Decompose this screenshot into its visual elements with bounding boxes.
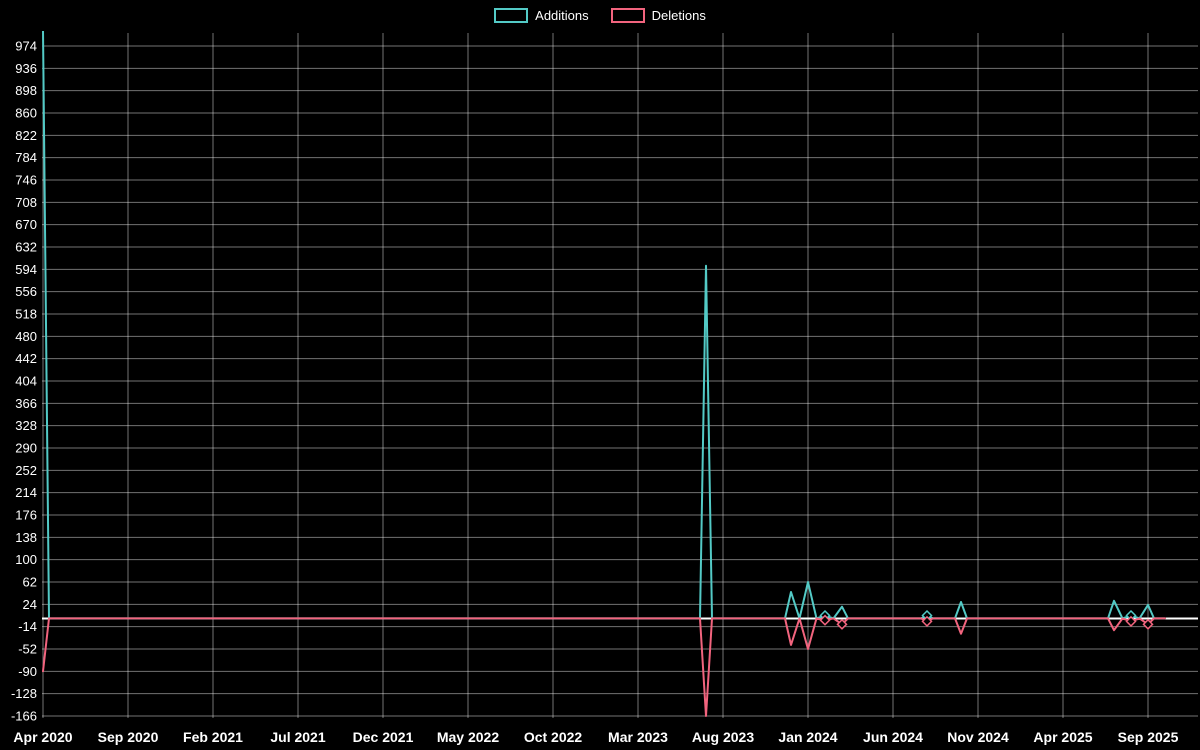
legend-item-additions[interactable]: Additions xyxy=(494,8,589,23)
y-tick-label: 708 xyxy=(15,195,37,210)
x-tick-label: Nov 2024 xyxy=(947,729,1009,745)
y-tick-label: 898 xyxy=(15,83,37,98)
y-tick-label: 594 xyxy=(15,262,37,277)
y-tick-label: 442 xyxy=(15,351,37,366)
legend-label-deletions: Deletions xyxy=(651,8,706,23)
x-tick-label: Feb 2021 xyxy=(183,729,243,745)
x-tick-label: Dec 2021 xyxy=(353,729,414,745)
y-tick-label: 366 xyxy=(15,396,37,411)
y-tick-label: 252 xyxy=(15,463,37,478)
y-tick-label: 936 xyxy=(15,61,37,76)
y-tick-label: 138 xyxy=(15,530,37,545)
x-tick-label: Jun 2024 xyxy=(863,729,923,745)
x-tick-label: Apr 2020 xyxy=(13,729,72,745)
legend-label-additions: Additions xyxy=(535,8,589,23)
y-tick-label: 860 xyxy=(15,106,37,121)
y-tick-label: -52 xyxy=(18,642,37,657)
y-tick-label: 822 xyxy=(15,128,37,143)
y-tick-label: 290 xyxy=(15,441,37,456)
y-tick-label: 328 xyxy=(15,418,37,433)
y-tick-label: 62 xyxy=(23,575,37,590)
deletions-swatch-icon xyxy=(610,8,645,23)
deletions-point-marker[interactable] xyxy=(1125,615,1137,627)
y-tick-label: 784 xyxy=(15,150,37,165)
x-tick-label: May 2022 xyxy=(437,729,499,745)
y-tick-label: 670 xyxy=(15,217,37,232)
legend-item-deletions[interactable]: Deletions xyxy=(610,8,706,23)
deletions-point-marker[interactable] xyxy=(1142,618,1154,630)
y-tick-label: 632 xyxy=(15,240,37,255)
y-tick-label: 404 xyxy=(15,374,37,389)
y-tick-label: 556 xyxy=(15,284,37,299)
y-tick-label: -90 xyxy=(18,664,37,679)
y-tick-label: 974 xyxy=(15,39,37,54)
deletions-line xyxy=(42,617,1166,717)
deletions-point-marker[interactable] xyxy=(836,618,848,630)
deletions-point-marker[interactable] xyxy=(819,614,831,626)
x-tick-label: Aug 2023 xyxy=(692,729,754,745)
additions-swatch-icon xyxy=(494,8,529,23)
x-tick-label: Sep 2020 xyxy=(98,729,159,745)
series-layer xyxy=(42,31,1166,717)
y-tick-label: 480 xyxy=(15,329,37,344)
x-tick-label: Oct 2022 xyxy=(524,729,583,745)
y-tick-label: -14 xyxy=(18,619,37,634)
x-tick-label: Sep 2025 xyxy=(1118,729,1179,745)
x-tick-label: Mar 2023 xyxy=(608,729,668,745)
chart-legend: Additions Deletions xyxy=(0,8,1200,23)
additions-line xyxy=(42,31,1166,620)
x-tick-label: Jul 2021 xyxy=(270,729,325,745)
y-tick-label: -166 xyxy=(11,709,37,724)
y-tick-label: 518 xyxy=(15,307,37,322)
x-tick-label: Jan 2024 xyxy=(778,729,837,745)
y-tick-label: 176 xyxy=(15,508,37,523)
y-tick-label: 24 xyxy=(23,597,37,612)
x-tick-label: Apr 2025 xyxy=(1033,729,1092,745)
y-tick-label: 746 xyxy=(15,173,37,188)
y-tick-label: 214 xyxy=(15,485,37,500)
y-tick-label: -128 xyxy=(11,686,37,701)
deletions-point-marker[interactable] xyxy=(921,615,933,627)
y-tick-label: 100 xyxy=(15,552,37,567)
